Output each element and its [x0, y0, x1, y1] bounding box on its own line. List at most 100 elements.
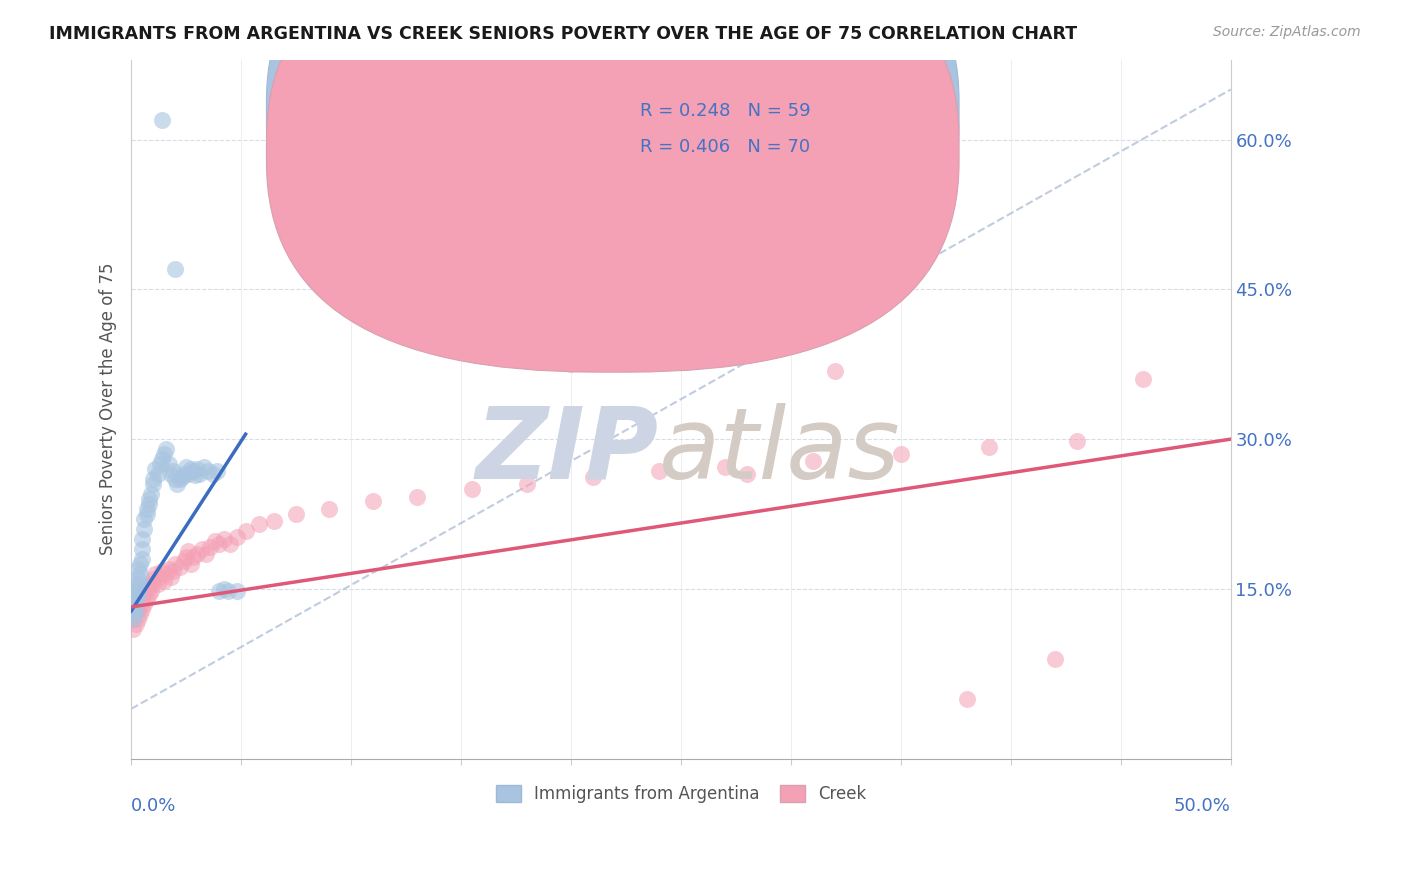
Point	[127, 602, 149, 616]
Point	[204, 534, 226, 549]
Point	[170, 470, 193, 484]
Point	[129, 607, 152, 621]
Point	[162, 464, 184, 478]
Point	[122, 612, 145, 626]
Text: IMMIGRANTS FROM ARGENTINA VS CREEK SENIORS POVERTY OVER THE AGE OF 75 CORRELATIO: IMMIGRANTS FROM ARGENTINA VS CREEK SENIO…	[49, 25, 1077, 43]
Point	[188, 467, 211, 482]
Point	[150, 452, 173, 467]
Point	[181, 464, 204, 478]
Point	[560, 357, 582, 371]
Point	[225, 584, 247, 599]
Text: atlas: atlas	[659, 402, 901, 500]
Point	[142, 577, 165, 591]
Point	[122, 607, 145, 621]
Y-axis label: Seniors Poverty Over the Age of 75: Seniors Poverty Over the Age of 75	[100, 263, 117, 556]
Point	[824, 364, 846, 378]
Text: Source: ZipAtlas.com: Source: ZipAtlas.com	[1213, 25, 1361, 39]
Point	[208, 584, 231, 599]
Point	[131, 602, 153, 616]
Point	[129, 566, 152, 581]
Text: R = 0.406   N = 70: R = 0.406 N = 70	[640, 138, 810, 156]
Point	[129, 577, 152, 591]
Point	[200, 540, 222, 554]
Point	[735, 467, 758, 482]
Point	[127, 591, 149, 606]
Point	[149, 457, 172, 471]
Point	[165, 472, 187, 486]
Point	[157, 457, 180, 471]
Point	[142, 572, 165, 586]
Point	[186, 547, 208, 561]
Point	[127, 562, 149, 576]
Point	[1132, 372, 1154, 386]
Point	[131, 552, 153, 566]
Point	[138, 497, 160, 511]
Point	[138, 492, 160, 507]
Point	[155, 442, 177, 457]
Point	[131, 532, 153, 546]
Point	[122, 591, 145, 606]
Point	[124, 605, 146, 619]
Point	[134, 512, 156, 526]
Point	[134, 584, 156, 599]
FancyBboxPatch shape	[267, 0, 959, 334]
Point	[714, 460, 737, 475]
Point	[159, 467, 181, 482]
FancyBboxPatch shape	[582, 87, 879, 175]
Point	[142, 477, 165, 491]
Point	[186, 462, 208, 476]
Point	[124, 604, 146, 618]
Point	[1066, 434, 1088, 449]
Point	[285, 507, 308, 521]
Point	[461, 482, 484, 496]
Point	[193, 460, 215, 475]
Point	[135, 507, 157, 521]
Point	[648, 464, 671, 478]
Point	[505, 332, 527, 346]
Point	[247, 517, 270, 532]
Point	[190, 542, 212, 557]
Point	[180, 557, 202, 571]
Point	[181, 549, 204, 564]
Point	[235, 524, 257, 538]
Point	[145, 566, 167, 581]
Point	[139, 584, 162, 599]
Point	[195, 547, 218, 561]
Point	[208, 537, 231, 551]
Text: 50.0%: 50.0%	[1174, 797, 1230, 815]
Point	[153, 447, 176, 461]
Text: ZIP: ZIP	[477, 402, 659, 500]
Point	[139, 487, 162, 501]
Point	[146, 467, 169, 482]
Point	[153, 574, 176, 588]
Point	[177, 544, 200, 558]
Point	[977, 440, 1000, 454]
Legend: Immigrants from Argentina, Creek: Immigrants from Argentina, Creek	[489, 779, 873, 810]
Point	[150, 112, 173, 127]
Point	[212, 582, 235, 596]
Point	[956, 691, 979, 706]
Point	[124, 616, 146, 631]
Point	[146, 577, 169, 591]
Point	[361, 494, 384, 508]
Point	[122, 622, 145, 636]
Point	[145, 462, 167, 476]
Point	[122, 587, 145, 601]
Point	[122, 602, 145, 616]
Point	[127, 582, 149, 596]
Point	[197, 464, 219, 478]
Point	[138, 577, 160, 591]
Point	[124, 577, 146, 591]
Point	[219, 537, 242, 551]
Point	[173, 554, 195, 568]
Point	[124, 594, 146, 608]
FancyBboxPatch shape	[267, 0, 959, 372]
Point	[142, 472, 165, 486]
Point	[134, 597, 156, 611]
Point	[157, 562, 180, 576]
Point	[135, 502, 157, 516]
Point	[263, 514, 285, 528]
Point	[165, 262, 187, 277]
Point	[134, 522, 156, 536]
Point	[205, 464, 228, 478]
